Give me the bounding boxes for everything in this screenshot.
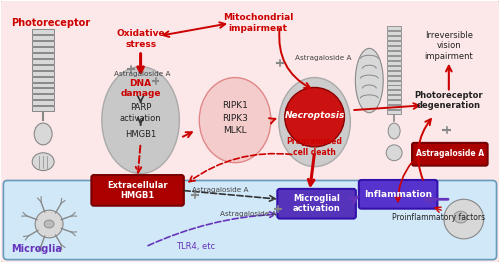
Bar	[387, 75, 401, 79]
Bar	[387, 80, 401, 84]
Ellipse shape	[386, 145, 402, 161]
Bar	[387, 51, 401, 55]
Text: PARP
activation: PARP activation	[120, 104, 162, 123]
Bar	[32, 71, 54, 75]
Bar	[387, 90, 401, 94]
Bar	[32, 35, 54, 40]
Ellipse shape	[356, 48, 383, 113]
Bar	[32, 88, 54, 93]
Text: Extracellular
HMGB1: Extracellular HMGB1	[108, 181, 168, 200]
FancyBboxPatch shape	[412, 143, 488, 166]
Ellipse shape	[279, 78, 350, 167]
Text: Microglial
activation: Microglial activation	[292, 194, 341, 213]
Ellipse shape	[32, 153, 54, 171]
Circle shape	[444, 199, 484, 239]
FancyBboxPatch shape	[278, 189, 356, 219]
Bar	[387, 26, 401, 30]
Bar	[32, 29, 54, 34]
FancyBboxPatch shape	[359, 180, 438, 209]
Bar	[387, 105, 401, 109]
Text: Mitochondrial
impairment: Mitochondrial impairment	[222, 13, 293, 33]
Text: Microglia: Microglia	[12, 244, 62, 254]
Text: Proinflammatory factors: Proinflammatory factors	[392, 213, 486, 222]
Bar	[387, 66, 401, 70]
Ellipse shape	[44, 220, 54, 228]
Bar	[32, 83, 54, 88]
Text: Oxidative
stress: Oxidative stress	[116, 29, 165, 49]
Text: Irreversible
vision
impairment: Irreversible vision impairment	[424, 31, 473, 61]
FancyBboxPatch shape	[92, 175, 184, 206]
Bar	[32, 106, 54, 111]
Text: TLR4, etc: TLR4, etc	[176, 242, 215, 251]
Bar	[32, 94, 54, 99]
Ellipse shape	[454, 211, 468, 223]
Ellipse shape	[200, 78, 271, 163]
Bar	[32, 53, 54, 58]
Text: Astragaloside A: Astragaloside A	[220, 211, 276, 217]
FancyBboxPatch shape	[4, 180, 496, 260]
Bar	[32, 47, 54, 52]
Ellipse shape	[388, 123, 400, 139]
Bar	[387, 61, 401, 65]
Text: DNA
damage: DNA damage	[120, 79, 161, 98]
Bar	[32, 65, 54, 70]
Text: RIPK1
RIPK3
MLKL: RIPK1 RIPK3 MLKL	[222, 101, 248, 135]
Bar	[387, 56, 401, 60]
Ellipse shape	[102, 67, 180, 174]
Bar	[387, 31, 401, 35]
Bar	[387, 100, 401, 104]
Text: Programmed
cell death: Programmed cell death	[286, 137, 343, 156]
Ellipse shape	[34, 123, 52, 145]
Text: Photoreceptor: Photoreceptor	[12, 18, 90, 28]
Bar	[387, 71, 401, 75]
Bar	[387, 46, 401, 50]
Bar	[387, 110, 401, 114]
Text: Photoreceptor
degeneration: Photoreceptor degeneration	[414, 91, 483, 110]
Circle shape	[35, 210, 63, 238]
Text: Astragaloside A: Astragaloside A	[416, 149, 484, 158]
Text: Astragaloside A: Astragaloside A	[294, 55, 351, 61]
Text: HMGB1: HMGB1	[125, 130, 156, 139]
Bar	[387, 36, 401, 40]
Bar	[32, 59, 54, 64]
Bar	[32, 100, 54, 105]
Text: Astragaloside A: Astragaloside A	[192, 187, 248, 193]
Bar	[32, 41, 54, 46]
Text: Inflammation: Inflammation	[364, 190, 432, 199]
Text: Astragaloside A: Astragaloside A	[114, 71, 171, 77]
Bar	[32, 77, 54, 82]
Circle shape	[285, 88, 344, 147]
Bar	[387, 41, 401, 45]
Bar	[387, 85, 401, 89]
Bar	[387, 95, 401, 99]
Text: Necroptosis: Necroptosis	[284, 111, 345, 120]
